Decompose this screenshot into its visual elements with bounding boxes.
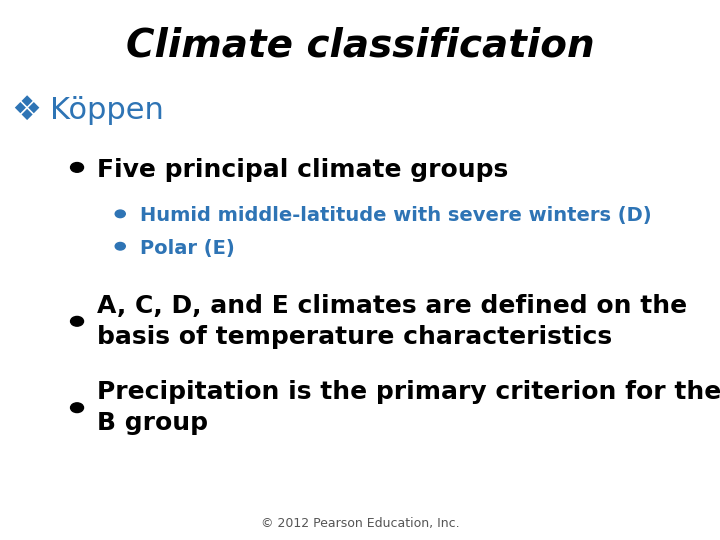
- Circle shape: [71, 316, 84, 326]
- Text: Precipitation is the primary criterion for the
B group: Precipitation is the primary criterion f…: [97, 380, 720, 435]
- Text: Five principal climate groups: Five principal climate groups: [97, 158, 508, 182]
- Circle shape: [71, 163, 84, 172]
- Text: © 2012 Pearson Education, Inc.: © 2012 Pearson Education, Inc.: [261, 517, 459, 530]
- Circle shape: [115, 210, 125, 218]
- Text: Climate classification: Climate classification: [126, 27, 594, 65]
- Circle shape: [115, 242, 125, 250]
- Circle shape: [71, 403, 84, 413]
- Text: A, C, D, and E climates are defined on the
basis of temperature characteristics: A, C, D, and E climates are defined on t…: [97, 294, 688, 349]
- Text: ❖: ❖: [11, 94, 41, 127]
- Text: Köppen: Köppen: [50, 96, 164, 125]
- Text: Humid middle-latitude with severe winters (D): Humid middle-latitude with severe winter…: [140, 206, 652, 226]
- Text: Polar (E): Polar (E): [140, 239, 235, 258]
